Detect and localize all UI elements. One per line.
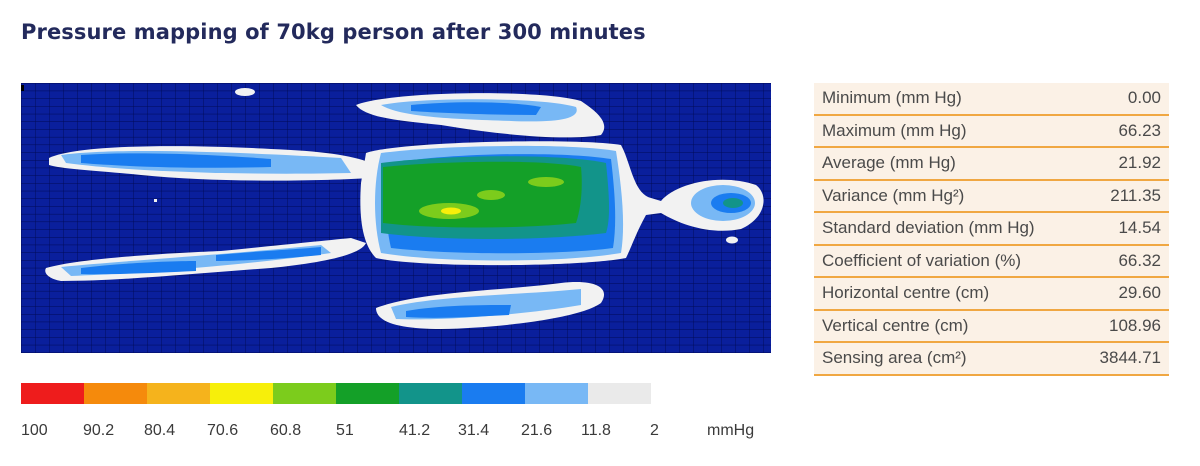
scale-label: 70.6 [207, 422, 239, 439]
color-swatch [273, 383, 336, 404]
small-blob-top [235, 88, 255, 96]
small-blob-right [726, 236, 738, 244]
map-corner-marker [21, 85, 24, 91]
color-swatch [336, 383, 399, 404]
stats-value: 66.32 [1079, 244, 1169, 278]
stats-value: 0.00 [1079, 83, 1169, 116]
stats-row: Maximum (mm Hg) 66.23 [814, 114, 1169, 148]
stats-row: Coefficient of variation (%) 66.32 [814, 244, 1169, 278]
color-swatch [84, 383, 147, 404]
color-swatch [147, 383, 210, 404]
color-swatch [210, 383, 273, 404]
stats-label: Horizontal centre (cm) [814, 277, 1080, 311]
stats-label: Vertical centre (cm) [814, 309, 1080, 343]
stats-label: Standard deviation (mm Hg) [814, 212, 1080, 246]
stats-value: 211.35 [1079, 179, 1169, 213]
page-title: Pressure mapping of 70kg person after 30… [21, 20, 646, 44]
stats-label: Variance (mm Hg²) [814, 179, 1080, 213]
color-swatch [399, 383, 462, 404]
color-swatch [462, 383, 525, 404]
stats-value: 21.92 [1079, 147, 1169, 181]
stats-label: Sensing area (cm²) [814, 342, 1080, 376]
scale-label: 21.6 [521, 422, 553, 439]
stats-row: Standard deviation (mm Hg) 14.54 [814, 212, 1169, 246]
scale-label: 90.2 [83, 422, 115, 439]
stats-label: Maximum (mm Hg) [814, 114, 1080, 148]
stats-row: Variance (mm Hg²) 211.35 [814, 179, 1169, 213]
pressure-zone-yellow [441, 207, 461, 215]
color-swatch [21, 383, 84, 404]
stats-row: Average (mm Hg) 21.92 [814, 147, 1169, 181]
stats-value: 108.96 [1079, 309, 1169, 343]
stats-row: Minimum (mm Hg) 0.00 [814, 83, 1169, 116]
stats-row: Sensing area (cm²) 3844.71 [814, 342, 1169, 376]
color-scale-bar [21, 383, 651, 404]
scale-label: 60.8 [270, 422, 302, 439]
stats-value: 3844.71 [1079, 342, 1169, 376]
scale-label: 100 [21, 422, 48, 439]
stats-row: Vertical centre (cm) 108.96 [814, 309, 1169, 343]
scale-label: 51 [336, 422, 354, 439]
stats-value: 66.23 [1079, 114, 1169, 148]
stats-label: Minimum (mm Hg) [814, 83, 1080, 116]
map-marker-dot [154, 199, 157, 202]
statistics-table: Minimum (mm Hg) 0.00 Maximum (mm Hg) 66.23 A… [814, 83, 1169, 376]
stats-value: 29.60 [1079, 277, 1169, 311]
scale-label: 2 [650, 422, 659, 439]
stats-row: Horizontal centre (cm) 29.60 [814, 277, 1169, 311]
color-swatch [525, 383, 588, 404]
stats-label: Average (mm Hg) [814, 147, 1080, 181]
scale-label: 11.8 [581, 422, 611, 439]
scale-label: 41.2 [399, 422, 431, 439]
stats-label: Coefficient of variation (%) [814, 244, 1080, 278]
stats-value: 14.54 [1079, 212, 1169, 246]
pressure-map [21, 83, 771, 353]
scale-label: 80.4 [144, 422, 176, 439]
color-swatch [588, 383, 651, 404]
color-scale-labels: 100 90.2 80.4 70.6 60.8 51 41.2 31.4 21.6 11.8 2 mm… [0, 422, 1200, 446]
scale-unit: mmHg [707, 422, 755, 439]
scale-label: 31.4 [458, 422, 490, 439]
